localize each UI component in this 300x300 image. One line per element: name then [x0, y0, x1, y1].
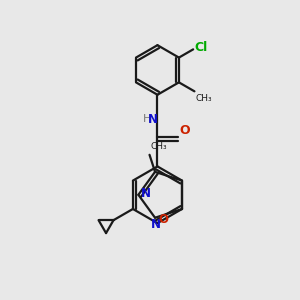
Text: N: N — [151, 218, 161, 231]
Text: O: O — [180, 124, 190, 137]
Text: H: H — [143, 114, 151, 124]
Text: O: O — [158, 213, 168, 226]
Text: Cl: Cl — [194, 41, 207, 54]
Text: N: N — [148, 113, 158, 126]
Text: CH₃: CH₃ — [150, 142, 167, 151]
Text: CH₃: CH₃ — [195, 94, 212, 103]
Text: N: N — [141, 188, 151, 200]
